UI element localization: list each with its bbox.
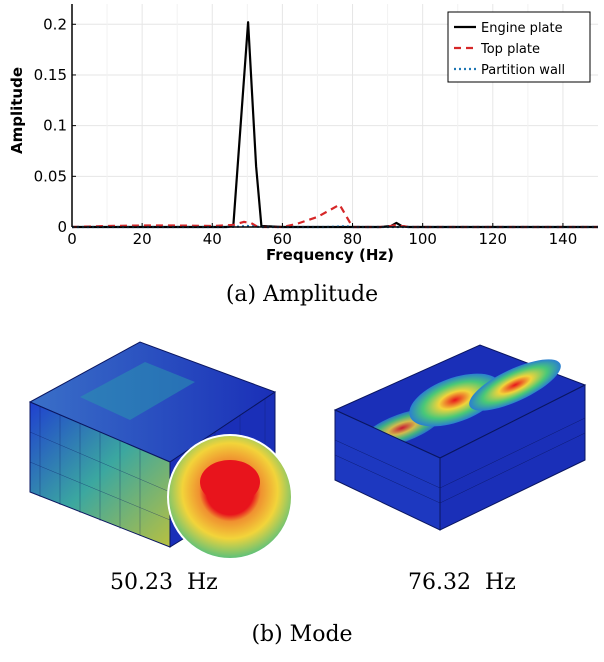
y-tick-label-0: 0 — [57, 218, 67, 236]
box-right-face — [439, 384, 586, 531]
x-tick-label-3: 60 — [273, 230, 292, 248]
y-tick-label-2: 0.1 — [43, 117, 67, 135]
legend-label-1: Top plate — [480, 42, 540, 57]
x-tick-label-4: 80 — [343, 230, 362, 248]
mode-shape-figure-1 — [28, 341, 293, 560]
legend-label-0: Engine plate — [481, 21, 563, 36]
chart-axes: 0 20 40 60 80 100 120 140 0 0.05 0.1 0.15 0.2 Frequen… — [8, 4, 598, 264]
amplitude-chart: 0 20 40 60 80 100 120 140 0 0.05 0.1 0.15 0.2 Frequen… — [8, 4, 598, 264]
y-tick-label-1: 0.05 — [34, 167, 67, 185]
mode-frequency-label-1: 50.23 Hz — [110, 570, 218, 595]
bump-center — [409, 373, 501, 427]
box-top-band — [80, 362, 195, 420]
bump-right — [469, 359, 561, 411]
x-axis-title: Frequency (Hz) — [266, 246, 394, 264]
y-axis-title: Amplitude — [8, 67, 26, 154]
series-line-top-plate — [71, 203, 598, 229]
chart-legend: Engine plate Top plate Partition wall — [447, 11, 591, 83]
mode-frequency-label-2: 76.32 Hz — [408, 570, 516, 595]
x-tick-label-1: 20 — [133, 230, 152, 248]
x-tick-label-0: 0 — [67, 230, 77, 248]
x-tick-label-7: 140 — [549, 230, 578, 248]
y-tick-label-4: 0.2 — [43, 15, 67, 33]
y-tick-label-3: 0.15 — [34, 66, 67, 84]
mode-shape-figure-2 — [333, 344, 587, 531]
caption-b: (b) Mode — [251, 622, 353, 647]
x-tick-label-2: 40 — [203, 230, 222, 248]
caption-a: (a) Amplitude — [225, 282, 379, 307]
x-tick-label-5: 100 — [408, 230, 437, 248]
legend-label-2: Partition wall — [481, 63, 565, 78]
x-tick-label-6: 120 — [478, 230, 507, 248]
